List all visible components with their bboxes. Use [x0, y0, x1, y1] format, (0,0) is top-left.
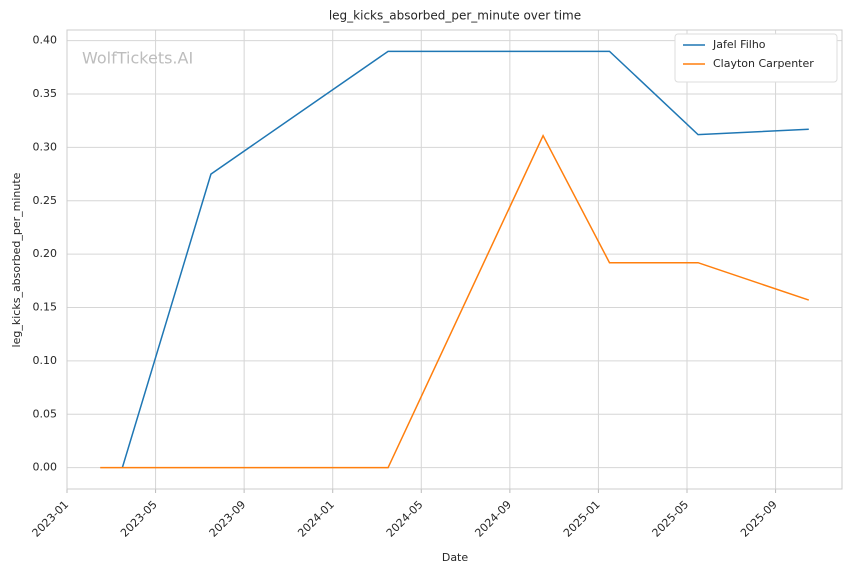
legend-label: Clayton Carpenter [713, 57, 814, 70]
y-tick-label: 0.15 [33, 301, 58, 314]
series-line [121, 50, 809, 468]
y-tick-label: 0.05 [33, 407, 58, 420]
watermark: WolfTickets.AI [82, 49, 193, 68]
legend-label: Jafel Filho [712, 38, 766, 51]
y-tick-label: 0.40 [33, 34, 58, 47]
chart-title: leg_kicks_absorbed_per_minute over time [329, 9, 581, 23]
series-line [100, 133, 810, 469]
y-axis-label: leg_kicks_absorbed_per_minute [10, 172, 23, 347]
y-tick-label: 0.25 [33, 194, 58, 207]
y-tick-label: 0.20 [33, 247, 58, 260]
plot-frame [66, 29, 843, 490]
y-tick-label: 0.30 [33, 140, 58, 153]
y-tick-label: 0.10 [33, 354, 58, 367]
legend: Jafel Filho Clayton Carpenter [674, 33, 838, 83]
legend-box [674, 33, 838, 83]
y-tick-label: 0.00 [33, 461, 58, 474]
x-axis-label: Date [442, 551, 469, 564]
y-tick-label: 0.35 [33, 87, 58, 100]
